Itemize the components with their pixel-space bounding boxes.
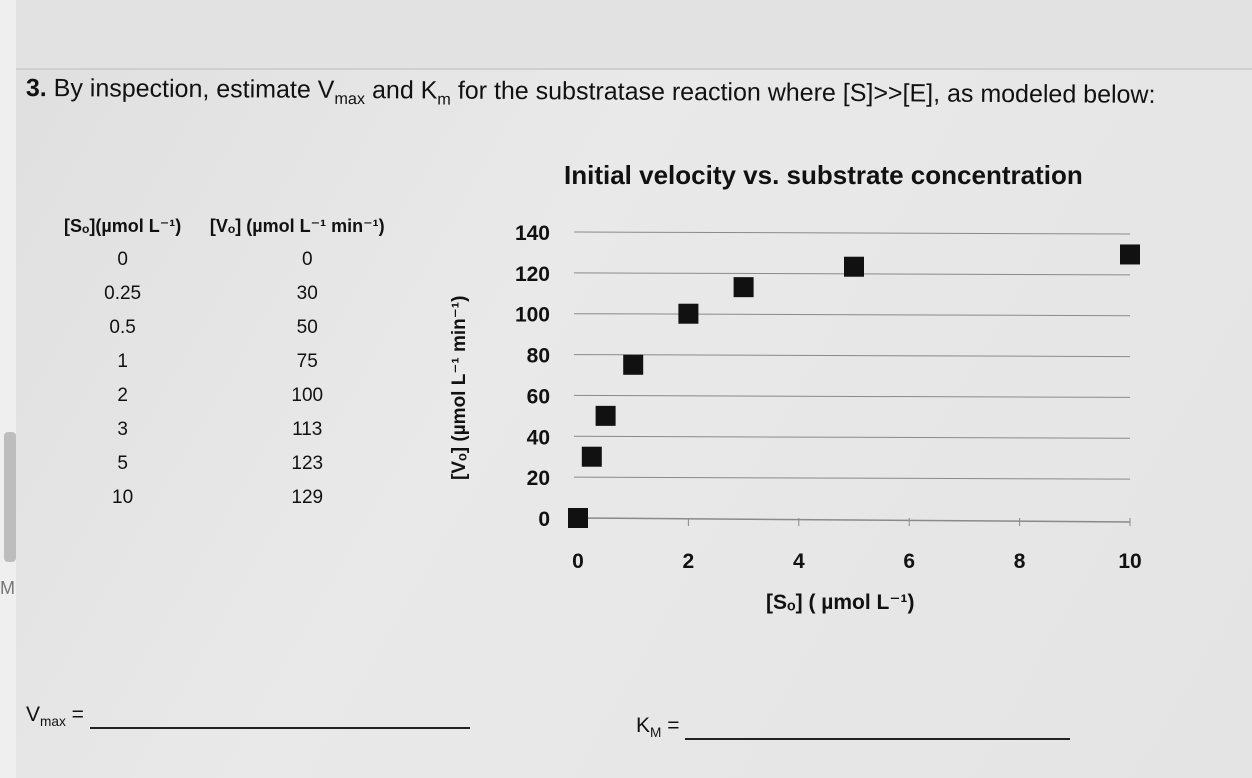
data-point (595, 405, 616, 426)
x-tick-label: 4 (793, 550, 805, 573)
table-cell-velocity: 0 (301, 249, 313, 270)
x-tick-label: 2 (683, 550, 695, 573)
y-tick-label: 120 (515, 263, 550, 286)
chart-title: Initial velocity vs. substrate concentra… (564, 160, 1083, 190)
table-cell-velocity: 50 (296, 317, 318, 338)
table-row: 0.5 50 (58, 311, 407, 345)
table-header-velocity: [Vₒ] (µmol L⁻¹ min⁻¹) (209, 216, 385, 236)
gridline (573, 394, 1131, 398)
table-cell-substrate: 0.25 (104, 283, 142, 304)
table-row: 1 75 (58, 345, 407, 379)
gridline (573, 476, 1131, 480)
x-axis-line (577, 517, 1131, 523)
left-window-edge: M( (0, 0, 16, 778)
km-answer-line[interactable] (685, 737, 1071, 741)
y-axis-label: [Vₒ] (µmol L⁻¹ min⁻¹) (449, 295, 470, 480)
data-point (678, 303, 699, 324)
table-row: 2 100 (58, 379, 407, 413)
window-edge-text: M( (0, 578, 16, 598)
worksheet-page (16, 0, 1252, 778)
y-tick-label: 20 (527, 467, 550, 490)
table-row: 5 123 (58, 447, 407, 481)
vmax-label-sub: max (40, 714, 66, 730)
km-label-sub: M (650, 725, 662, 741)
question-number: 3. (25, 74, 47, 103)
table-cell-substrate: 3 (117, 419, 128, 440)
question-text-part3: for the substratase reaction where [S]>>… (450, 76, 1156, 109)
x-tick-label: 8 (1014, 550, 1026, 573)
y-tick-label: 0 (538, 508, 550, 531)
table-cell-substrate: 10 (112, 487, 134, 508)
table-cell-velocity: 100 (291, 385, 324, 406)
vmax-equals: = (65, 703, 84, 726)
x-axis-label: [Sₒ] ( µmol L⁻¹) (766, 591, 915, 614)
x-tick-label: 6 (903, 550, 915, 573)
table-body: 0 0 0.25 30 0.5 50 1 75 2 100 3 113 5 123 10 129 (58, 243, 407, 515)
data-point (623, 354, 644, 375)
table-cell-substrate: 0 (117, 249, 128, 270)
scatter-plot: 0 20 40 60 80 100 120 140 0 2 4 6 8 10 (515, 222, 1142, 573)
window-edge-tab (4, 432, 16, 562)
table-cell-velocity: 75 (296, 351, 318, 372)
table-header-substrate: [Sₒ](µmol L⁻¹) (64, 216, 182, 236)
gridline (573, 231, 1131, 235)
km-equals: = (661, 714, 680, 737)
data-point (844, 256, 864, 277)
table-cell-substrate: 5 (117, 453, 128, 474)
y-tick-label: 140 (515, 222, 550, 245)
table-cell-velocity: 123 (291, 453, 324, 474)
data-point (568, 508, 588, 528)
data-point (581, 446, 602, 467)
y-tick-label: 60 (527, 385, 550, 408)
data-point (733, 277, 754, 298)
table-cell-velocity: 113 (292, 419, 323, 440)
question-vmax-sub: max (334, 89, 366, 109)
gridline (573, 313, 1131, 317)
question-text-part1: By inspection, estimate V (46, 74, 335, 104)
table-row: 0.25 30 (58, 277, 407, 311)
table-cell-substrate: 2 (117, 385, 128, 406)
gridline (573, 354, 1131, 358)
table-cell-substrate: 1 (117, 351, 128, 372)
table-row: 3 113 (58, 413, 407, 447)
vmax-answer-line[interactable] (89, 726, 470, 730)
y-tick-label: 100 (515, 304, 550, 327)
table-row: 10 129 (58, 481, 407, 515)
y-tick-label: 80 (527, 345, 550, 368)
x-tick-label: 0 (572, 550, 584, 573)
question-km-sub: m (437, 90, 451, 109)
km-label: K (636, 714, 651, 737)
vmax-answer: Vmax = (26, 703, 470, 730)
y-tick-label: 40 (527, 426, 550, 449)
vmax-label: V (26, 703, 41, 726)
table-cell-velocity: 129 (291, 487, 324, 508)
question-text-part2: and K (365, 76, 438, 105)
table-cell-substrate: 0.5 (109, 317, 136, 338)
km-answer: KM = (636, 714, 1071, 741)
x-tick-label: 10 (1118, 550, 1141, 573)
page-top-edge (16, 0, 1252, 70)
data-point (1120, 244, 1140, 265)
gridline (573, 435, 1131, 439)
table-cell-velocity: 30 (296, 283, 318, 304)
